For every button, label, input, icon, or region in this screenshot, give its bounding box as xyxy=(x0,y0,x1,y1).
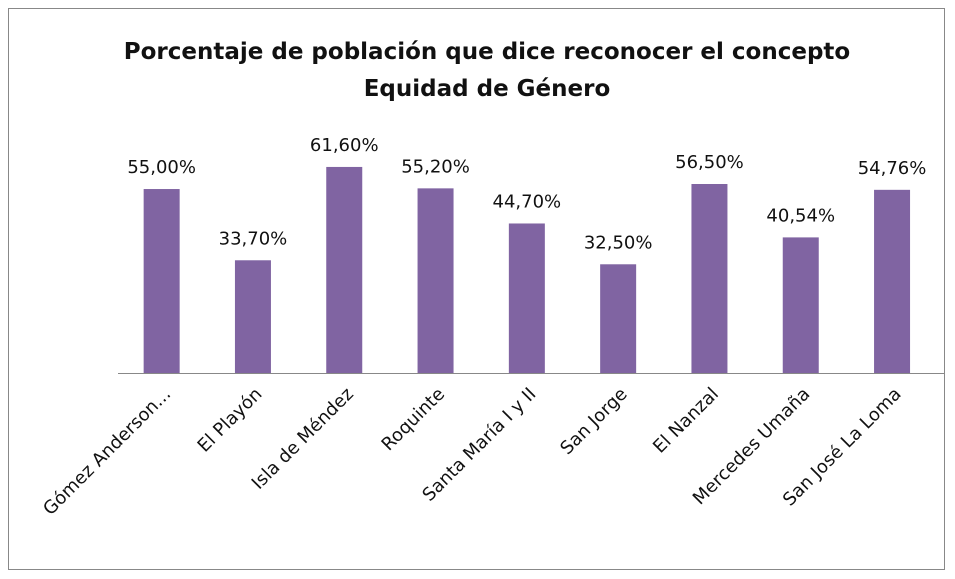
data-label: 61,60% xyxy=(310,135,379,156)
bar xyxy=(326,166,363,373)
data-label: 56,50% xyxy=(675,152,744,173)
bar xyxy=(691,184,728,373)
data-label: 33,70% xyxy=(219,228,288,249)
data-label: 55,20% xyxy=(401,156,470,177)
data-label: 55,00% xyxy=(127,157,196,178)
chart-title: Porcentaje de población que dice reconoc… xyxy=(123,39,851,102)
bar xyxy=(508,223,545,373)
data-label: 44,70% xyxy=(493,191,562,212)
data-label: 40,54% xyxy=(766,205,835,226)
bar xyxy=(782,237,819,373)
bar xyxy=(417,188,454,373)
bar xyxy=(600,264,637,373)
data-label: 32,50% xyxy=(584,232,653,253)
bar xyxy=(874,189,911,373)
bar xyxy=(143,189,180,373)
bar xyxy=(234,260,271,373)
data-label: 54,76% xyxy=(858,158,927,179)
